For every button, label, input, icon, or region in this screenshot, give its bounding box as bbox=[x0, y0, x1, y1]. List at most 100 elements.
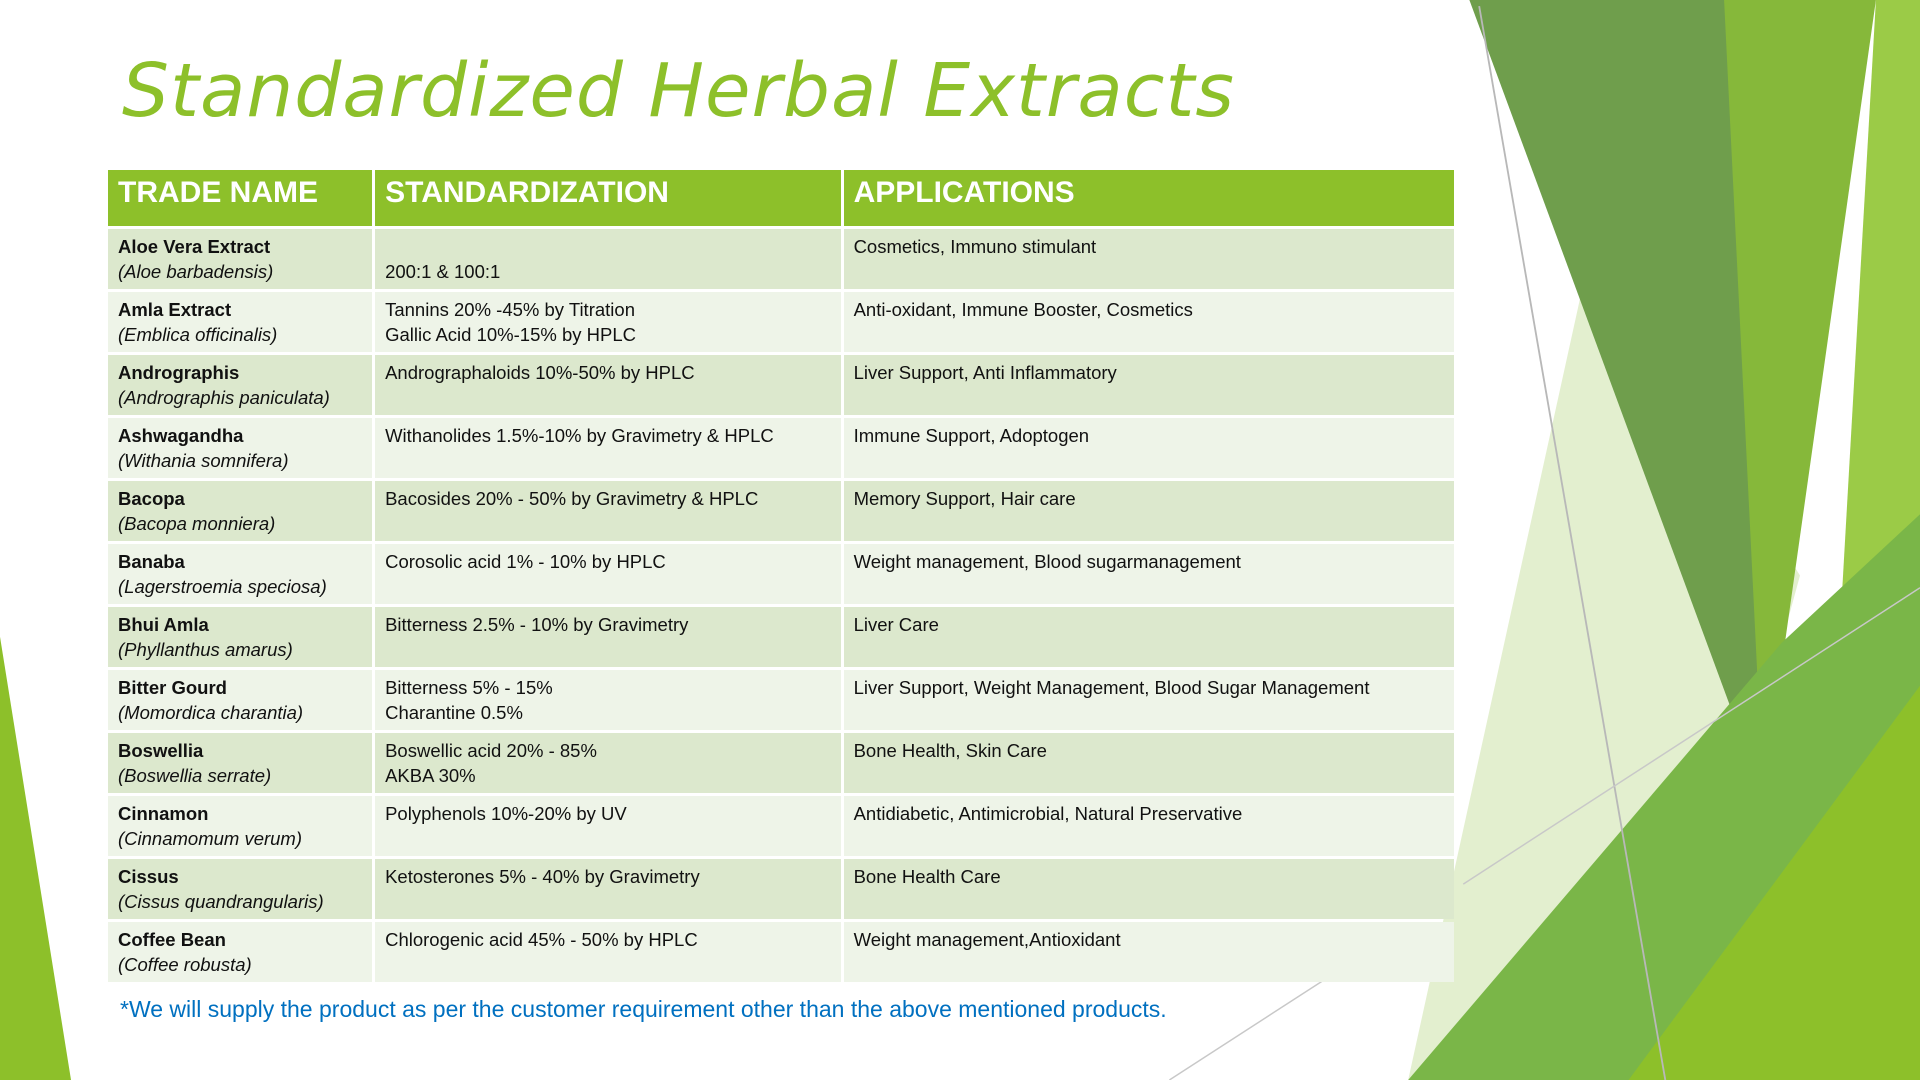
standardization-line: AKBA 30% bbox=[385, 765, 476, 786]
cell-applications: Anti-oxidant, Immune Booster, Cosmetics bbox=[843, 292, 1454, 352]
cell-trade-name: Cinnamon (Cinnamomum verum) bbox=[108, 796, 373, 856]
cell-standardization: Bitterness 2.5% - 10% by Gravimetry bbox=[375, 607, 841, 667]
scientific-name: (Cinnamomum verum) bbox=[118, 828, 303, 849]
bg-shape-left bbox=[0, 636, 72, 1080]
cell-trade-name: Coffee Bean (Coffee robusta) bbox=[108, 922, 373, 982]
trade-name: Bacopa bbox=[118, 488, 185, 509]
applications-text: Bone Health Care bbox=[853, 866, 1001, 887]
bg-shape-mid bbox=[1724, 0, 1876, 796]
header-trade-name: TRADE NAME bbox=[108, 170, 373, 226]
trade-name: Cinnamon bbox=[118, 803, 209, 824]
standardization-line: Bitterness 2.5% - 10% by Gravimetry bbox=[385, 614, 689, 635]
bg-shape-right bbox=[1836, 0, 1920, 686]
table-row: Bitter Gourd (Momordica charantia) Bittern… bbox=[108, 670, 1454, 730]
cell-applications: Weight management, Blood sugarmanagement bbox=[843, 544, 1454, 604]
cell-standardization: Ketosterones 5% - 40% by Gravimetry bbox=[375, 859, 841, 919]
trade-name: Cissus bbox=[118, 866, 179, 887]
applications-text: Immune Support, Adoptogen bbox=[853, 425, 1090, 446]
cell-standardization: Boswellic acid 20% - 85% AKBA 30% bbox=[375, 733, 841, 793]
cell-applications: Memory Support, Hair care bbox=[843, 481, 1454, 541]
bg-shape-corner bbox=[1628, 685, 1920, 1080]
cell-applications: Immune Support, Adoptogen bbox=[843, 418, 1454, 478]
scientific-name: (Phyllanthus amarus) bbox=[118, 639, 293, 660]
cell-trade-name: Boswellia (Boswellia serrate) bbox=[108, 733, 373, 793]
cell-applications: Liver Support, Anti Inflammatory bbox=[843, 355, 1454, 415]
standardization-line: Charantine 0.5% bbox=[385, 702, 523, 723]
trade-name: Ashwagandha bbox=[118, 425, 244, 446]
cell-applications: Liver Support, Weight Management, Blood … bbox=[843, 670, 1454, 730]
trade-name: Bhui Amla bbox=[118, 614, 209, 635]
applications-text: Bone Health, Skin Care bbox=[853, 740, 1047, 761]
cell-trade-name: Bitter Gourd (Momordica charantia) bbox=[108, 670, 373, 730]
scientific-name: (Lagerstroemia speciosa) bbox=[118, 576, 327, 597]
cell-applications: Bone Health Care bbox=[843, 859, 1454, 919]
cell-trade-name: Andrographis (Andrographis paniculata) bbox=[108, 355, 373, 415]
scientific-name: (Momordica charantia) bbox=[118, 702, 304, 723]
standardization-line: Withanolides 1.5%-10% by Gravimetry & HP… bbox=[385, 425, 774, 446]
extracts-table: TRADE NAME STANDARDIZATION APPLICATIONS … bbox=[105, 167, 1457, 985]
standardization-line: Tannins 20% -45% by Titration bbox=[385, 299, 635, 320]
cell-standardization: Chlorogenic acid 45% - 50% by HPLC bbox=[375, 922, 841, 982]
cell-applications: Bone Health, Skin Care bbox=[843, 733, 1454, 793]
cell-trade-name: Ashwagandha (Withania somnifera) bbox=[108, 418, 373, 478]
cell-standardization: Tannins 20% -45% by Titration Gallic Acid… bbox=[375, 292, 841, 352]
cell-standardization: Corosolic acid 1% - 10% by HPLC bbox=[375, 544, 841, 604]
table-row: Cinnamon (Cinnamomum verum) Polyphenols 10… bbox=[108, 796, 1454, 856]
applications-text: Liver Care bbox=[853, 614, 939, 635]
trade-name: Boswellia bbox=[118, 740, 204, 761]
cell-standardization: Bitterness 5% - 15% Charantine 0.5% bbox=[375, 670, 841, 730]
cell-standardization: Withanolides 1.5%-10% by Gravimetry & HP… bbox=[375, 418, 841, 478]
scientific-name: (Bacopa monniera) bbox=[118, 513, 276, 534]
standardization-line: Boswellic acid 20% - 85% bbox=[385, 740, 597, 761]
trade-name: Amla Extract bbox=[118, 299, 232, 320]
standardization-line: Gallic Acid 10%-15% by HPLC bbox=[385, 324, 636, 345]
table-row: Banaba (Lagerstroemia speciosa) Corosolic … bbox=[108, 544, 1454, 604]
applications-text: Liver Support, Weight Management, Blood … bbox=[853, 677, 1370, 698]
table-row: Bhui Amla (Phyllanthus amarus) Bitterness … bbox=[108, 607, 1454, 667]
applications-text: Anti-oxidant, Immune Booster, Cosmetics bbox=[853, 299, 1193, 320]
applications-text: Memory Support, Hair care bbox=[853, 488, 1076, 509]
cell-standardization: Polyphenols 10%-20% by UV bbox=[375, 796, 841, 856]
trade-name: Coffee Bean bbox=[118, 929, 226, 950]
page-title: Standardized Herbal Extracts bbox=[122, 48, 1235, 134]
scientific-name: (Boswellia serrate) bbox=[118, 765, 272, 786]
cell-trade-name: Cissus (Cissus quandrangularis) bbox=[108, 859, 373, 919]
cell-applications: Cosmetics, Immuno stimulant bbox=[843, 229, 1454, 289]
table-row: Bacopa (Bacopa monniera) Bacosides 20% - 5… bbox=[108, 481, 1454, 541]
cell-trade-name: Amla Extract (Emblica officinalis) bbox=[108, 292, 373, 352]
cell-applications: Weight management,Antioxidant bbox=[843, 922, 1454, 982]
table-row: Ashwagandha (Withania somnifera) Withanoli… bbox=[108, 418, 1454, 478]
scientific-name: (Emblica officinalis) bbox=[118, 324, 278, 345]
cell-standardization: Bacosides 20% - 50% by Gravimetry & HPLC bbox=[375, 481, 841, 541]
table-row: Andrographis (Andrographis paniculata) And… bbox=[108, 355, 1454, 415]
cell-trade-name: Bhui Amla (Phyllanthus amarus) bbox=[108, 607, 373, 667]
scientific-name: (Aloe barbadensis) bbox=[118, 261, 274, 282]
cell-trade-name: Bacopa (Bacopa monniera) bbox=[108, 481, 373, 541]
table-row: Aloe Vera Extract (Aloe barbadensis) 200:1… bbox=[108, 229, 1454, 289]
scientific-name: (Andrographis paniculata) bbox=[118, 387, 330, 408]
cell-trade-name: Banaba (Lagerstroemia speciosa) bbox=[108, 544, 373, 604]
applications-text: Weight management,Antioxidant bbox=[853, 929, 1121, 950]
header-applications: APPLICATIONS bbox=[843, 170, 1454, 226]
table-row: Cissus (Cissus quandrangularis) Ketosteron… bbox=[108, 859, 1454, 919]
trade-name: Bitter Gourd bbox=[118, 677, 227, 698]
cell-applications: Antidiabetic, Antimicrobial, Natural Pre… bbox=[843, 796, 1454, 856]
table-row: Coffee Bean (Coffee robusta) Chlorogenic a… bbox=[108, 922, 1454, 982]
scientific-name: (Cissus quandrangularis) bbox=[118, 891, 324, 912]
cell-trade-name: Aloe Vera Extract (Aloe barbadensis) bbox=[108, 229, 373, 289]
applications-text: Weight management, Blood sugarmanagement bbox=[853, 551, 1241, 572]
standardization-line: Andrographaloids 10%-50% by HPLC bbox=[385, 362, 695, 383]
bg-line bbox=[1478, 5, 1667, 1080]
cell-applications: Liver Care bbox=[843, 607, 1454, 667]
bg-line bbox=[1462, 587, 1920, 885]
trade-name: Banaba bbox=[118, 551, 185, 572]
footnote: *We will supply the product as per the c… bbox=[120, 996, 1167, 1022]
trade-name: Aloe Vera Extract bbox=[118, 236, 271, 257]
scientific-name: (Coffee robusta) bbox=[118, 954, 252, 975]
standardization-line: Bitterness 5% - 15% bbox=[385, 677, 553, 698]
header-standardization: STANDARDIZATION bbox=[375, 170, 841, 226]
standardization-line: 200:1 & 100:1 bbox=[385, 261, 501, 282]
applications-text: Antidiabetic, Antimicrobial, Natural Pre… bbox=[853, 803, 1243, 824]
applications-text: Cosmetics, Immuno stimulant bbox=[853, 236, 1097, 257]
